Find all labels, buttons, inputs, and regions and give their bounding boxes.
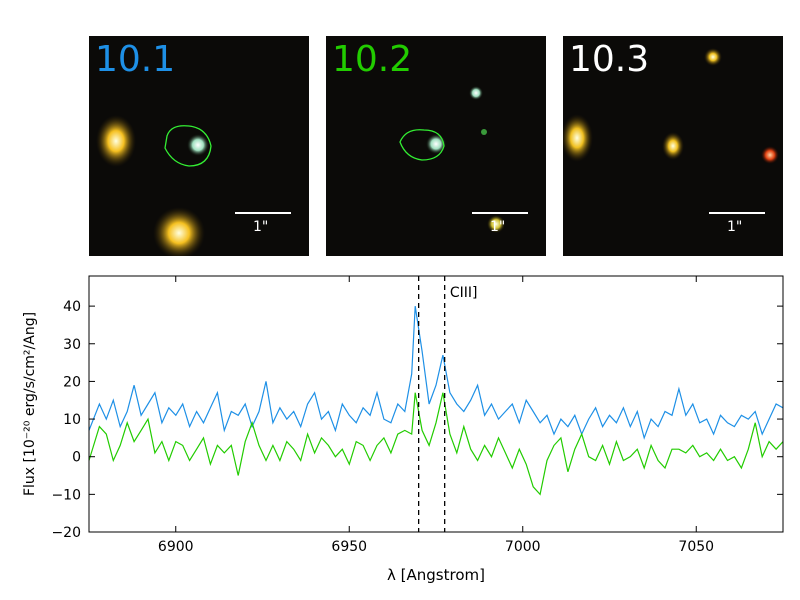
x-tick-label: 7000 bbox=[505, 539, 541, 555]
stamp-label: 10.3 bbox=[569, 39, 650, 80]
image-stamp-10-2: 10.2 1" bbox=[326, 36, 546, 256]
galaxy-blob bbox=[704, 48, 722, 66]
detection-contour bbox=[399, 129, 445, 161]
galaxy-blob bbox=[662, 132, 684, 160]
galaxy-blob bbox=[96, 115, 136, 167]
spectrum-series-blue bbox=[89, 306, 783, 440]
detection-contour bbox=[164, 125, 212, 167]
scale-label: 1" bbox=[253, 219, 269, 235]
series-layer bbox=[89, 306, 783, 496]
y-axis-label: Flux [10⁻²⁰ erg/s/cm²/Ang] bbox=[22, 312, 38, 496]
scale-bar bbox=[472, 212, 528, 214]
stamp-sky-10-3 bbox=[563, 48, 779, 164]
x-axis-label: λ [Angstrom] bbox=[387, 566, 485, 584]
line-annotation: CIII] bbox=[450, 285, 478, 301]
image-stamp-10-1: 10.1 1" bbox=[89, 36, 309, 256]
y-tick-label: 30 bbox=[63, 337, 81, 353]
stamp-label: 10.2 bbox=[332, 39, 413, 80]
y-tick-label: 0 bbox=[72, 450, 81, 466]
y-tick-label: −20 bbox=[51, 525, 81, 541]
galaxy-blob bbox=[481, 129, 487, 135]
galaxy-blob bbox=[761, 146, 779, 164]
spectrum-chart: 6900 6950 7000 7050 −20 −10 0 10 20 30 40 CIII] λ … bbox=[22, 275, 784, 584]
y-tick-label: 40 bbox=[63, 299, 81, 315]
stamp-sky-10-2 bbox=[399, 86, 505, 233]
galaxy-blob bbox=[153, 207, 205, 256]
stamp-sky-10-1 bbox=[96, 115, 212, 256]
vline-layer bbox=[417, 276, 446, 532]
galaxy-blob bbox=[187, 134, 209, 156]
scale-bar bbox=[709, 212, 765, 214]
plot-frame bbox=[88, 275, 784, 533]
x-tick-label: 6950 bbox=[331, 539, 367, 555]
x-tick-label: 6900 bbox=[158, 539, 194, 555]
image-stamp-10-3: 10.3 1" bbox=[563, 36, 783, 256]
scale-label: 1" bbox=[727, 219, 743, 235]
galaxy-blob bbox=[487, 215, 505, 233]
y-tick-label: 10 bbox=[63, 412, 81, 428]
scale-bar bbox=[235, 212, 291, 214]
x-tick-label: 7050 bbox=[678, 539, 714, 555]
galaxy-blob bbox=[469, 86, 483, 100]
spectrum-series-green bbox=[89, 392, 783, 496]
y-tick-label: 20 bbox=[63, 374, 81, 390]
scale-label: 1" bbox=[490, 219, 506, 235]
galaxy-blob bbox=[563, 114, 593, 162]
y-tick-label: −10 bbox=[51, 487, 81, 503]
stamp-label: 10.1 bbox=[95, 39, 176, 80]
galaxy-blob bbox=[426, 134, 446, 154]
tick-layer: 6900 6950 7000 7050 −20 −10 0 10 20 30 40 bbox=[51, 276, 783, 555]
